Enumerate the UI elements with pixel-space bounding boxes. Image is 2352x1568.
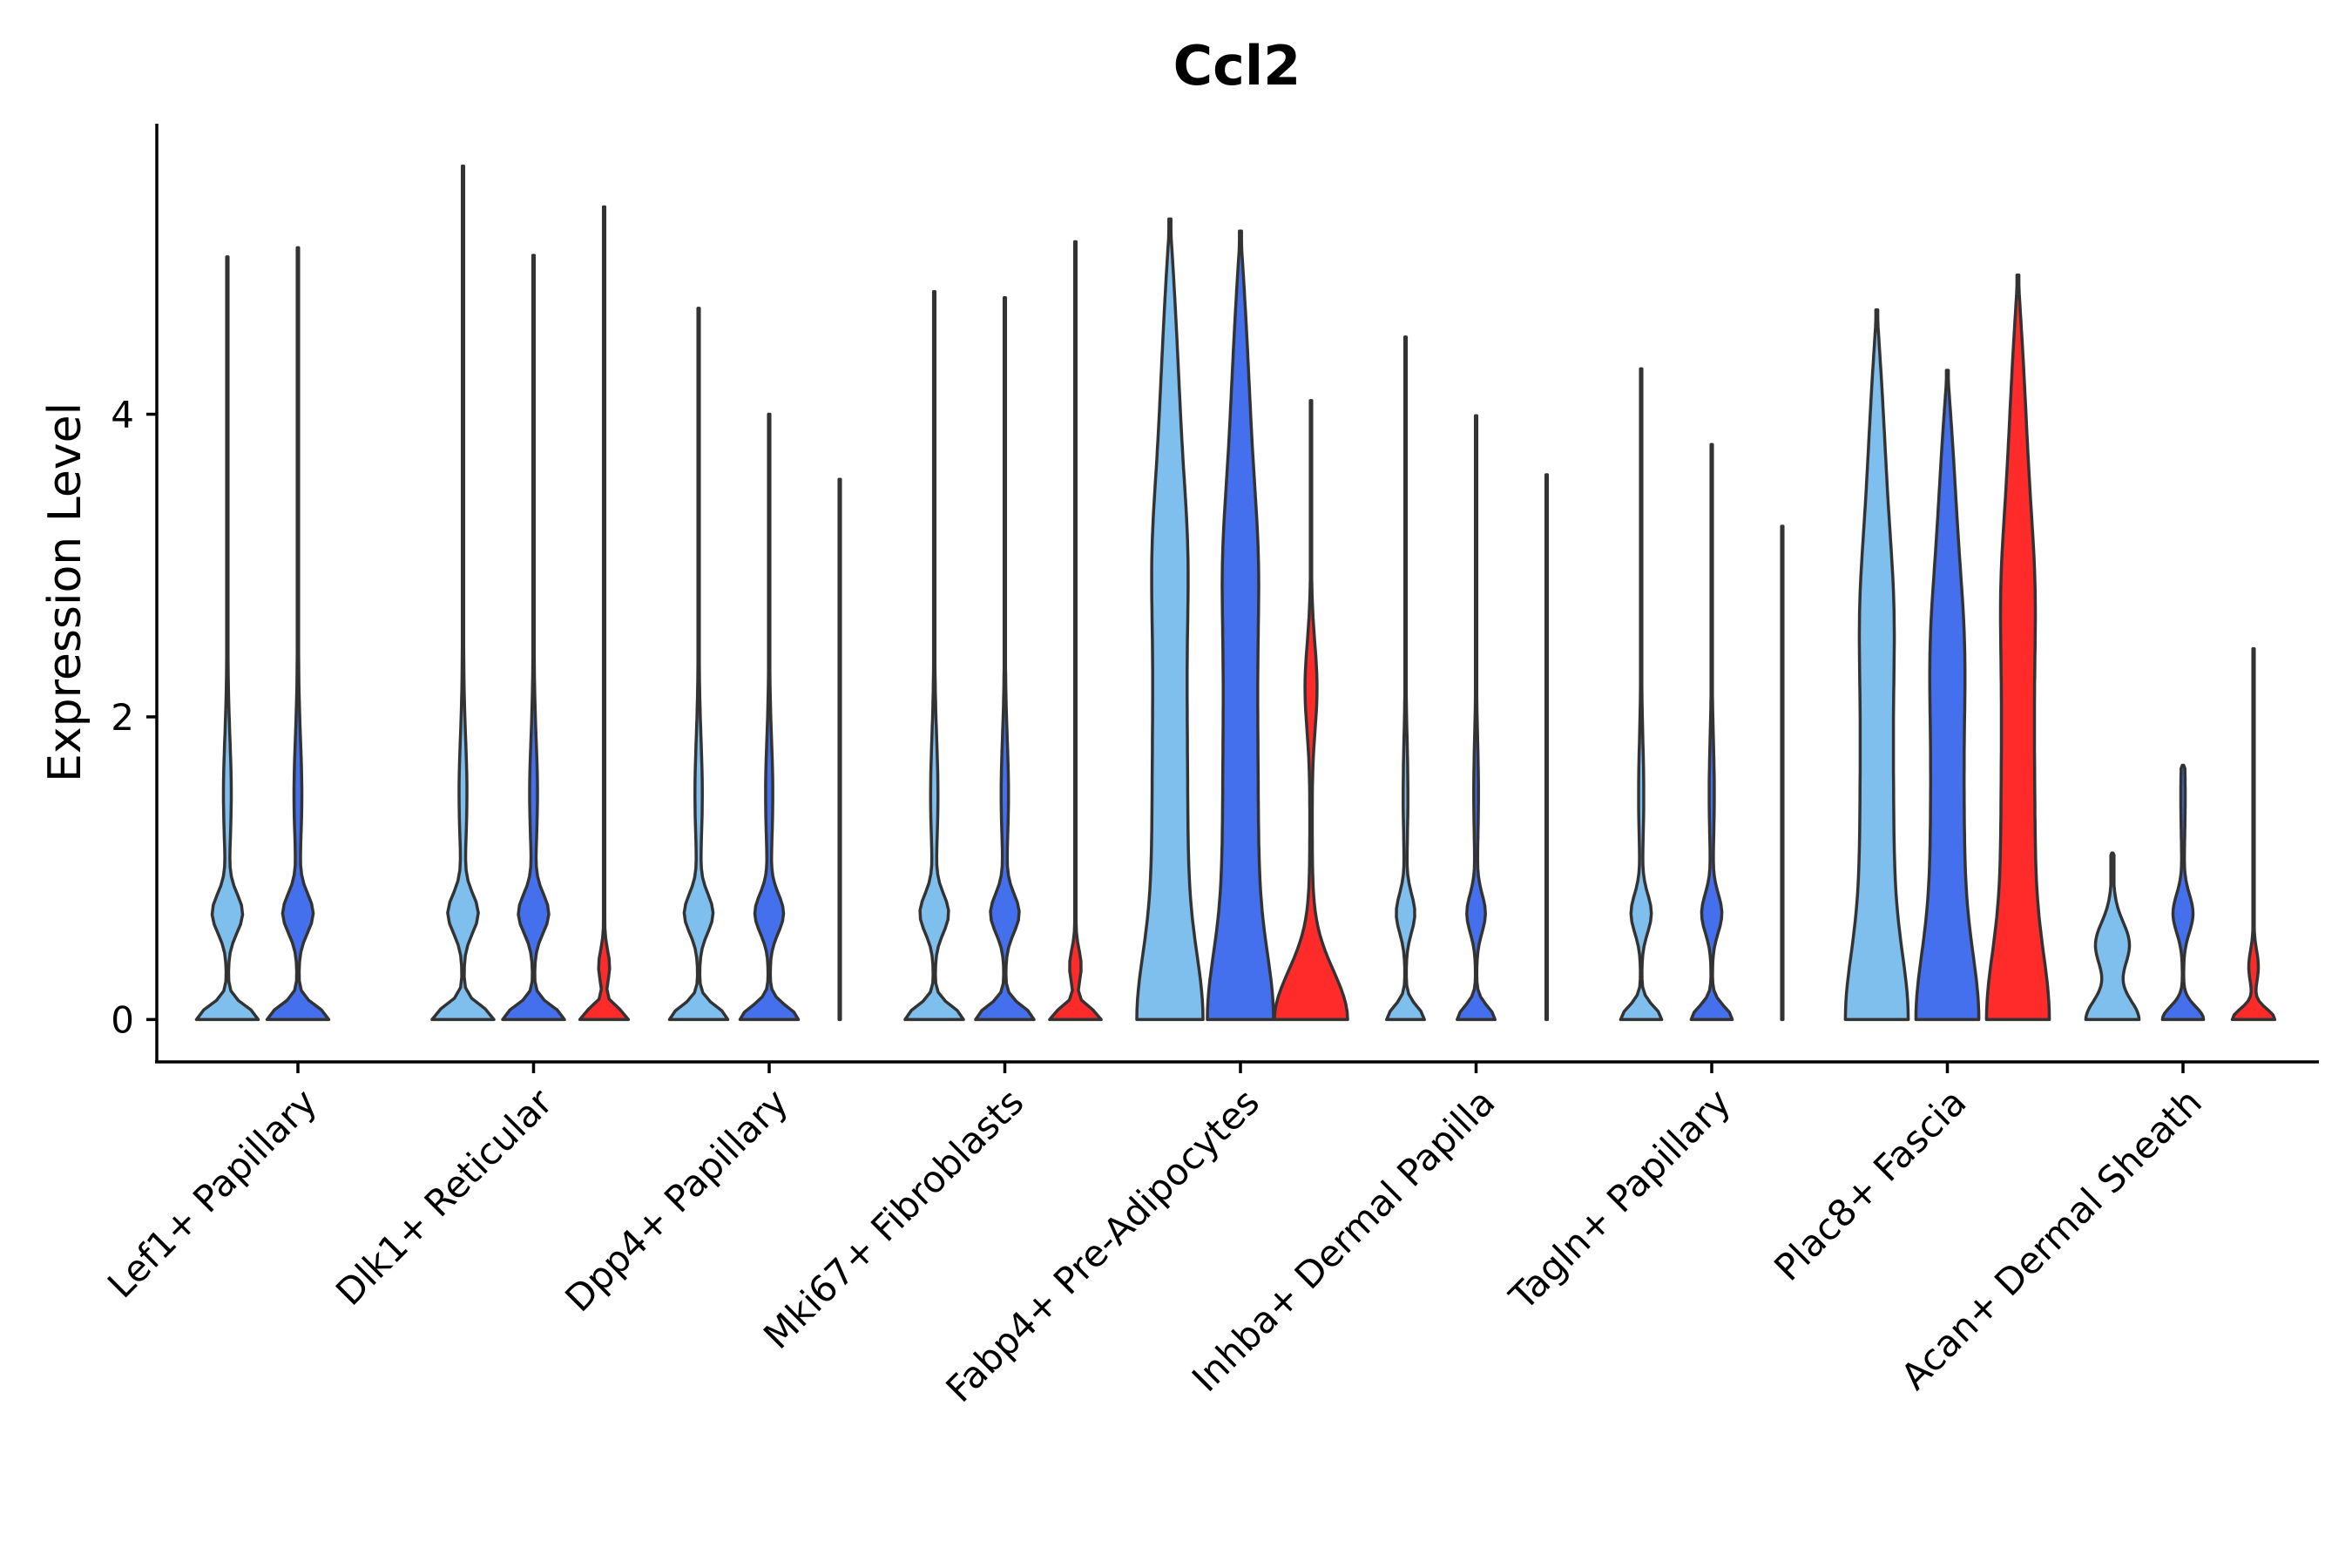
x-tick-label: Mki67+ Fibroblasts [755, 1080, 1031, 1356]
y-ticks: 0 2 4 [111, 394, 157, 1041]
violin-group3-2 [837, 477, 842, 1022]
violin-group1-6 [1619, 367, 1664, 1022]
x-tick-label: Dpp4+ Papillary [557, 1080, 796, 1320]
violin-group3-7 [1984, 273, 2051, 1022]
violin-group2-5 [1456, 414, 1497, 1022]
violin-group3-6 [1780, 524, 1785, 1022]
y-axis-label: Expression Level [39, 402, 91, 782]
violin-group1-4 [1135, 217, 1205, 1022]
violin-group3-3 [1048, 240, 1103, 1022]
violin-group2-3 [974, 296, 1036, 1022]
violin-group1-5 [1385, 335, 1426, 1022]
x-tick-label: Lef1+ Papillary [99, 1080, 325, 1306]
violin-group2-0 [265, 246, 331, 1022]
violin-group2-2 [738, 412, 801, 1022]
violin-group1-8 [2084, 851, 2141, 1022]
violin-group1-1 [430, 164, 496, 1022]
x-tick-label: Tagln+ Papillary [1501, 1080, 1739, 1318]
x-tick-label: Plac8+ Fascia [1766, 1080, 1974, 1288]
violin-group1-2 [667, 307, 730, 1022]
violin-group2-4 [1206, 229, 1275, 1022]
violin-group3-4 [1273, 399, 1349, 1022]
violin-group2-6 [1689, 443, 1734, 1022]
violins-layer [194, 164, 2277, 1022]
violin-group3-1 [578, 205, 631, 1022]
violin-group2-7 [1914, 368, 1981, 1022]
violin-group2-1 [501, 253, 566, 1022]
violin-group3-5 [1544, 473, 1550, 1022]
y-tick-label: 0 [111, 998, 134, 1041]
violin-group1-7 [1843, 308, 1910, 1022]
violin-group1-3 [903, 290, 965, 1022]
x-tick-label: Dlk1+ Reticular [328, 1080, 561, 1314]
violin-group1-0 [194, 255, 260, 1022]
chart-title: Ccl2 [1173, 34, 1301, 98]
y-tick-label: 4 [111, 394, 134, 436]
violin-group3-8 [2230, 647, 2277, 1022]
y-tick-label: 2 [111, 696, 134, 739]
violin-group2-8 [2160, 763, 2206, 1022]
